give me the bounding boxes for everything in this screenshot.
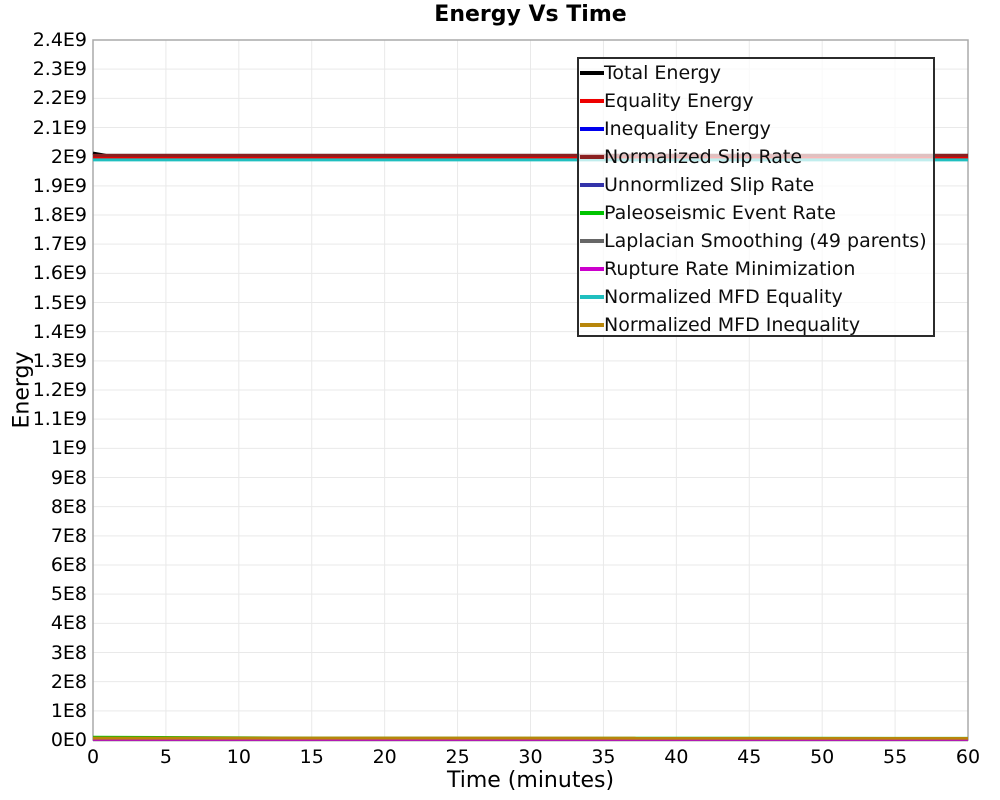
y-tick-label: 1E8	[50, 699, 87, 722]
x-tick-label: 10	[226, 746, 251, 768]
legend-item-normalized-slip-rate: Normalized Slip Rate	[579, 143, 933, 171]
x-axis-label: Time (minutes)	[446, 768, 615, 793]
x-tick-label: 0	[86, 746, 100, 768]
y-tick-label: 1.9E9	[32, 174, 87, 197]
y-tick-label: 9E8	[50, 466, 87, 489]
x-tick-label: 5	[159, 746, 172, 768]
legend-label: Unnormlized Slip Rate	[604, 174, 815, 196]
legend-swatch	[580, 99, 604, 103]
legend-item-normalized-mfd-inequality: Normalized MFD Inequality	[579, 311, 933, 339]
y-tick-label: 2E9	[50, 145, 87, 168]
y-tick-label: 2E8	[50, 670, 87, 693]
y-tick-label: 1.1E9	[32, 408, 87, 431]
y-tick-label: 6E8	[50, 554, 87, 576]
legend-swatch	[580, 183, 604, 187]
x-tick-label: 55	[882, 746, 908, 768]
legend-swatch	[580, 71, 604, 75]
x-tick-label: 45	[737, 746, 762, 768]
legend-swatch	[580, 211, 604, 215]
y-tick-label: 1.3E9	[32, 349, 87, 372]
legend-item-unnormlized-slip-rate: Unnormlized Slip Rate	[579, 171, 933, 199]
y-tick-label: 4E8	[50, 612, 87, 635]
y-tick-label: 1.6E9	[32, 262, 87, 285]
x-tick-label: 30	[518, 746, 543, 768]
x-tick-label: 40	[664, 746, 689, 768]
legend-label: Normalized Slip Rate	[604, 146, 803, 168]
legend-item-paleoseismic-event-rate: Paleoseismic Event Rate	[579, 199, 933, 227]
legend-item-normalized-mfd-equality: Normalized MFD Equality	[579, 283, 933, 311]
legend-item-laplacian-smoothing-49-parents: Laplacian Smoothing (49 parents)	[579, 227, 933, 255]
y-tick-label: 1.2E9	[32, 379, 87, 401]
y-tick-label: 1.5E9	[32, 291, 87, 314]
legend-swatch	[580, 239, 604, 243]
x-tick-label: 25	[445, 746, 470, 768]
legend-label: Normalized MFD Equality	[604, 286, 843, 308]
legend-swatch	[580, 155, 604, 159]
legend-item-equality-energy: Equality Energy	[579, 87, 933, 115]
y-tick-label: 2.1E9	[32, 116, 87, 139]
legend-swatch	[580, 323, 604, 327]
y-tick-label: 1.7E9	[32, 233, 87, 256]
chart-title: Energy Vs Time	[434, 2, 627, 27]
y-tick-label: 2.4E9	[32, 29, 87, 51]
legend: Total Energy Equality Energy Inequality En…	[577, 57, 935, 337]
x-tick-label: 35	[591, 746, 616, 768]
y-tick-label: 1.8E9	[32, 204, 87, 226]
y-tick-label: 8E8	[50, 495, 87, 518]
legend-label: Total Energy	[604, 62, 721, 84]
legend-item-rupture-rate-minimization: Rupture Rate Minimization	[579, 255, 933, 283]
y-tick-label: 2.3E9	[32, 58, 87, 81]
y-tick-label: 5E8	[50, 583, 87, 606]
legend-label: Inequality Energy	[604, 118, 771, 140]
legend-swatch	[580, 127, 604, 131]
legend-label: Normalized MFD Inequality	[604, 314, 861, 336]
legend-swatch	[580, 295, 604, 299]
y-tick-label: 1E9	[50, 437, 87, 460]
legend-item-total-energy: Total Energy	[579, 59, 933, 87]
y-tick-label: 3E8	[50, 641, 87, 664]
y-tick-label: 2.2E9	[32, 87, 87, 110]
legend-item-inequality-energy: Inequality Energy	[579, 115, 933, 143]
legend-label: Rupture Rate Minimization	[604, 258, 856, 280]
x-tick-label: 60	[955, 746, 981, 768]
y-tick-label: 7E8	[50, 524, 87, 547]
legend-label: Equality Energy	[604, 90, 754, 112]
legend-label: Laplacian Smoothing (49 parents)	[604, 230, 927, 252]
x-tick-label: 50	[810, 746, 835, 768]
y-tick-label: 1.4E9	[32, 320, 87, 343]
y-tick-label: 0E0	[50, 729, 87, 751]
legend-swatch	[580, 267, 604, 271]
legend-label: Paleoseismic Event Rate	[604, 202, 836, 224]
x-tick-label: 20	[372, 746, 397, 768]
x-tick-label: 15	[299, 746, 324, 768]
